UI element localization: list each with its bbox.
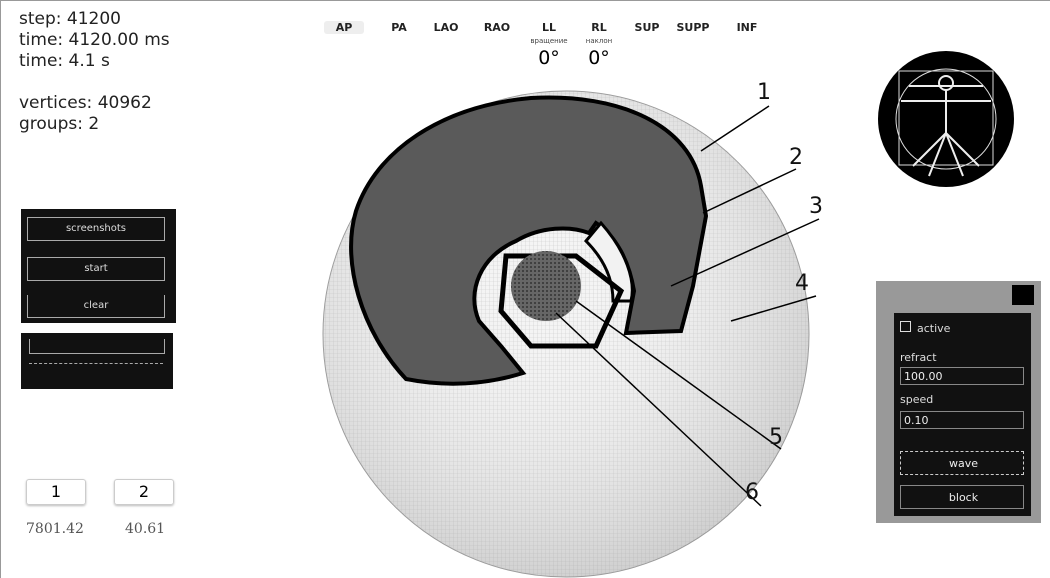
checkbox-label: active: [917, 322, 950, 335]
view-tab[interactable]: SUPP: [673, 21, 713, 34]
slider-panel: [21, 333, 173, 389]
wave-controls: active refract 100.00 speed 0.10 wave bl…: [894, 313, 1031, 516]
field-label: refract: [900, 351, 937, 364]
view-tab[interactable]: SUP: [627, 21, 667, 34]
view-tab[interactable]: AP: [324, 21, 364, 34]
slider-scale: [29, 363, 163, 364]
slider[interactable]: [29, 339, 165, 354]
wave-panel: active refract 100.00 speed 0.10 wave bl…: [876, 281, 1041, 523]
checkbox[interactable]: active: [900, 321, 950, 335]
stat-text: time: 4120.00 ms: [19, 30, 170, 50]
field-label: speed: [900, 393, 933, 406]
callout: 3: [809, 194, 823, 219]
view-tab[interactable]: LL: [529, 21, 569, 34]
button[interactable]: screenshots: [27, 217, 165, 241]
view-tab[interactable]: LAO: [426, 21, 466, 34]
stat-text: vertices: 40962: [19, 93, 152, 113]
view-tab[interactable]: RAO: [477, 21, 517, 34]
callout: 4: [795, 271, 809, 296]
callout: 1: [757, 80, 771, 105]
rotation-label: наклон: [579, 37, 619, 45]
rotation-value: 0°: [529, 47, 569, 69]
callout: 5: [769, 425, 783, 450]
view-tab[interactable]: RL: [579, 21, 619, 34]
color-swatch[interactable]: [1012, 285, 1034, 305]
stat-text: time: 4.1 s: [19, 51, 110, 71]
text-field[interactable]: 0.10: [900, 411, 1024, 429]
stat-text: step: 41200: [19, 9, 121, 29]
control-panel: screenshots start clear: [21, 209, 176, 323]
button[interactable]: clear: [27, 295, 165, 318]
stimulus-zone: [511, 251, 581, 321]
button[interactable]: start: [27, 257, 165, 281]
callout: 6: [745, 480, 759, 505]
button[interactable]: block: [900, 485, 1024, 509]
group-value: 40.61: [125, 521, 165, 537]
view-tab[interactable]: INF: [727, 21, 767, 34]
rotation-value: 0°: [579, 47, 619, 69]
rotation-label: вращение: [525, 37, 573, 45]
orientation-widget[interactable]: [878, 51, 1014, 187]
group-button[interactable]: 1: [26, 479, 86, 505]
view-tab[interactable]: PA: [379, 21, 419, 34]
stat-text: groups: 2: [19, 114, 99, 134]
group-button[interactable]: 2: [114, 479, 174, 505]
screen: 1 2 3 4 5 6 step: 41200 time: 4120.00 ms…: [0, 0, 1050, 578]
button[interactable]: wave: [900, 451, 1024, 475]
callout: 2: [789, 145, 803, 170]
group-value: 7801.42: [26, 521, 84, 537]
text-field[interactable]: 100.00: [900, 367, 1024, 385]
